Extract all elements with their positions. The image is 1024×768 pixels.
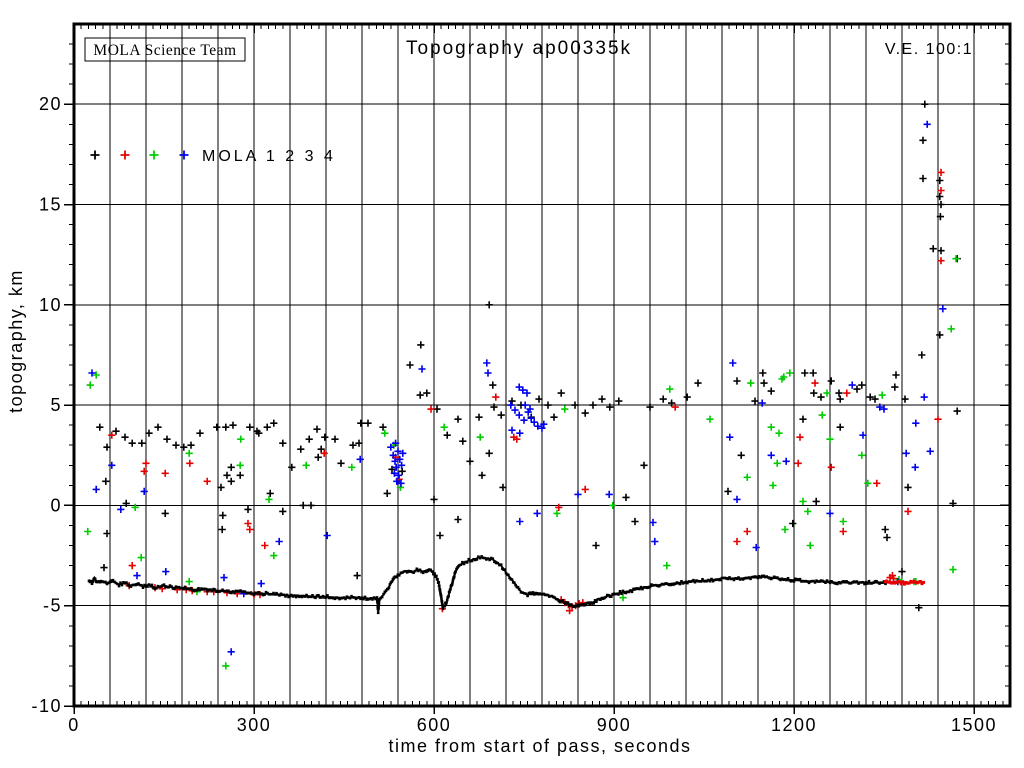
- legend-cross-mola1-icon: [90, 150, 100, 160]
- y-tick-label: -10: [31, 696, 62, 716]
- plot-frame: [72, 22, 1012, 708]
- plot-render-root: 0 300 600 900 1200 1500 -10 -5 0 5 10 15 20: [31, 24, 1010, 735]
- scatter-series-3: [84, 255, 960, 670]
- x-tick-label: 0: [68, 715, 80, 735]
- ground-track-tail-red: [883, 579, 926, 586]
- x-tick-label: 1500: [951, 715, 997, 735]
- y-tick-label: 0: [50, 495, 62, 515]
- legend-cross-mola4-icon: [179, 150, 189, 160]
- science-team-label: MOLA Science Team: [93, 42, 236, 59]
- chart-title: Topography ap00335k: [406, 38, 632, 59]
- tick-labels: 0 300 600 900 1200 1500 -10 -5 0 5 10 15 20: [31, 94, 997, 735]
- legend: MOLA 1 2 3 4: [90, 148, 336, 165]
- science-team-box: [84, 37, 246, 62]
- y-tick-label: -5: [43, 596, 62, 616]
- x-axis-label: time from start of pass, seconds: [388, 736, 691, 756]
- x-tick-label: 600: [417, 715, 452, 735]
- legend-cross-mola2-icon: [120, 150, 130, 160]
- x-tick-label: 300: [237, 715, 272, 735]
- scatter-series-4: [88, 120, 947, 656]
- y-tick-label: 15: [39, 195, 62, 215]
- x-tick-label: 900: [597, 715, 632, 735]
- axis-ticks: [64, 24, 1010, 714]
- ground-track-profile: [87, 555, 889, 615]
- gridlines: [74, 24, 1010, 706]
- legend-label: MOLA 1 2 3 4: [202, 148, 336, 165]
- y-axis-label: topography, km: [6, 269, 26, 413]
- vertical-exaggeration-label: V.E. 100:1: [885, 41, 973, 58]
- legend-cross-mola3-icon: [149, 150, 159, 160]
- scatter-series-1: [96, 100, 961, 612]
- y-tick-label: 20: [39, 94, 62, 114]
- y-tick-label: 10: [39, 295, 62, 315]
- y-tick-label: 5: [50, 395, 62, 415]
- x-tick-label: 1200: [771, 715, 817, 735]
